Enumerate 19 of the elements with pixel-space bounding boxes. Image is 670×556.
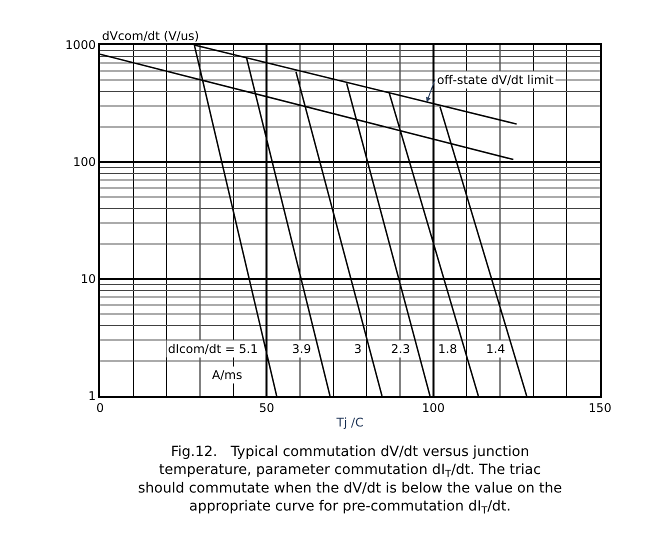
x-axis-title: Tj /C (336, 416, 364, 430)
series-label: 1.4 (486, 342, 506, 356)
caption: Fig.12. Typical commutation dV/dt versus junction temperature, parameter commutation dI$_{T}$/dt. The triac should commutate when the dV/dt is below the value on the appropriate curve for pre-commutation dI$_{T}$/dt. (138, 444, 562, 517)
x-tick-label: 50 (259, 401, 274, 416)
x-tick-label: 0 (96, 401, 104, 416)
annotation: off-state dV/dt limit (437, 73, 554, 87)
series-label: 1.8 (438, 342, 458, 356)
annotation: A/ms (212, 368, 242, 382)
series-label: dIcom/dt = 5.1 (168, 342, 258, 356)
y-tick-label: 1000 (65, 38, 96, 52)
series-label: 3.9 (292, 342, 312, 356)
y-tick-label: 100 (72, 155, 96, 170)
series-label: 3 (354, 342, 362, 356)
x-tick-label: 100 (422, 401, 445, 416)
y-tick-label: 1 (88, 389, 96, 404)
y-axis-title: dVcom/dt (V/us) (102, 29, 200, 43)
series-label: 2.3 (391, 342, 410, 356)
y-tick-label: 10 (80, 272, 96, 286)
x-tick-label: 150 (588, 401, 612, 416)
